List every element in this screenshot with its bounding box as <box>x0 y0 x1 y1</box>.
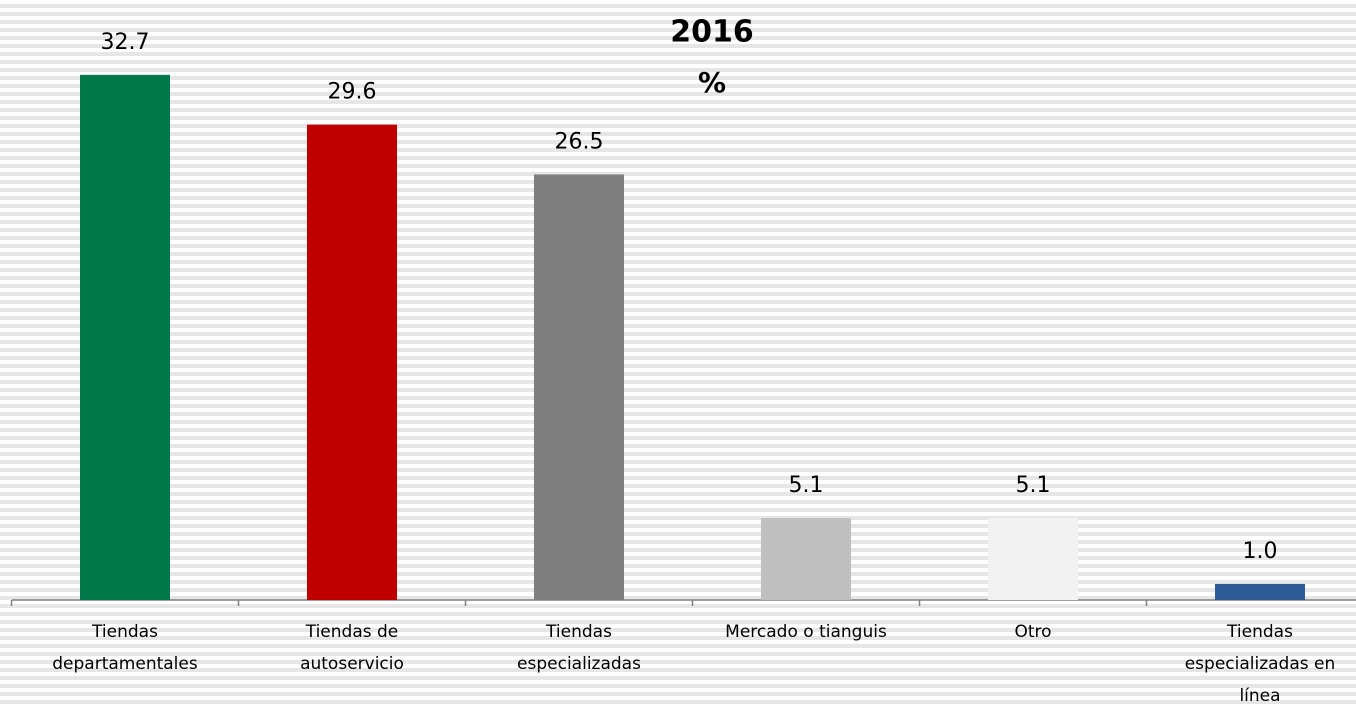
x-tick-label: Tiendas especializadas <box>517 622 641 674</box>
value-label: 1.0 <box>1243 539 1278 564</box>
bar <box>1215 583 1305 600</box>
value-label: 5.1 <box>789 473 824 498</box>
bar <box>307 124 397 601</box>
chart-title: 2016 <box>670 15 754 50</box>
value-label: 26.5 <box>555 129 604 154</box>
x-tick-label: Tiendas especializadas en línea <box>1184 622 1336 704</box>
x-tick-label: Tiendas departamentales <box>52 622 198 674</box>
value-label: 29.6 <box>328 80 377 105</box>
bar <box>534 174 624 600</box>
bar <box>761 518 851 600</box>
value-label: 32.7 <box>101 30 150 55</box>
x-tick-label: Mercado o tianguis <box>725 622 887 642</box>
chart-subtitle: % <box>698 66 726 99</box>
x-tick-label: Tiendas de autoservicio <box>300 622 404 674</box>
bar <box>988 518 1078 600</box>
bar <box>80 74 170 600</box>
x-tick-label: Otro <box>1014 622 1052 642</box>
value-label: 5.1 <box>1016 473 1051 498</box>
